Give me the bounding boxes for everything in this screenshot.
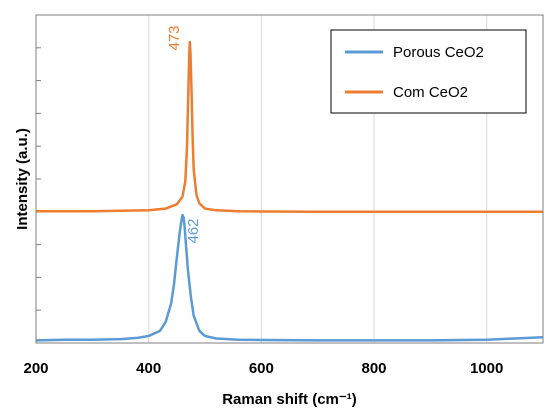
plot-frame (35, 14, 544, 344)
x-axis-tick-labels: 200 400 600 800 1000 (23, 360, 503, 377)
legend-label-porous: Porous CeO2 (393, 44, 484, 61)
x-tick-label: 800 (361, 360, 386, 377)
x-axis-title: Raman shift (cm⁻¹) (222, 391, 357, 408)
series-line-1 (36, 40, 543, 213)
y-axis-title: Intensity (a.u.) (14, 128, 31, 230)
legend-box (330, 29, 527, 114)
x-tick-label: 600 (249, 360, 274, 377)
x-tick-label: 1000 (470, 360, 503, 377)
x-tick-label: 400 (136, 360, 161, 377)
peak-label-porous: 462 (185, 218, 202, 243)
legend: Porous CeO2 Com CeO2 (330, 29, 527, 114)
peak-label-com: 473 (166, 25, 183, 50)
series-line-0 (35, 213, 544, 342)
x-tick-label: 200 (23, 360, 48, 377)
legend-label-com: Com CeO2 (393, 84, 468, 101)
data-series (35, 40, 544, 342)
